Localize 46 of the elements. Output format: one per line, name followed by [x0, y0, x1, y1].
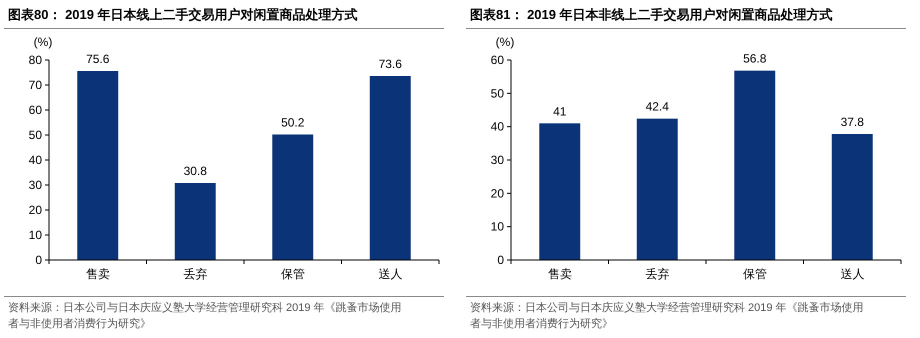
bar — [832, 134, 873, 260]
y-tick-label: 30 — [28, 178, 42, 192]
y-tick-label: 10 — [490, 220, 504, 234]
y-tick-label: 60 — [28, 103, 42, 117]
x-tick-label: 售卖 — [86, 267, 110, 281]
x-tick-label: 送人 — [378, 267, 402, 281]
y-tick-label: 40 — [28, 153, 42, 167]
text: 资料来源：日本公司与日本庆应义塾大学经营管理研究科 2019 年《跳蚤市场使用者与非使用者消费行为研究》 — [8, 300, 403, 332]
bar — [272, 134, 314, 260]
x-tick-label: 丢弃 — [645, 267, 670, 281]
bar — [636, 118, 678, 260]
bar — [734, 70, 776, 260]
y-tick-label: 10 — [28, 228, 42, 242]
y-tick-label: 0 — [497, 253, 504, 267]
x-tick-label: 保管 — [280, 267, 305, 281]
y-tick-label: 80 — [28, 53, 42, 67]
data-label: 73.6 — [378, 57, 402, 71]
bar — [539, 123, 580, 260]
x-tick-label: 售卖 — [548, 267, 572, 281]
y-axis-title: (%) — [34, 35, 52, 49]
x-tick-label: 丢弃 — [183, 267, 208, 281]
y-tick-label: 0 — [35, 253, 42, 267]
bar — [77, 71, 118, 260]
y-tick-label: 60 — [490, 53, 504, 67]
data-label: 75.6 — [86, 52, 110, 66]
data-label: 37.8 — [840, 115, 864, 129]
y-tick-label: 20 — [28, 203, 42, 217]
bar — [370, 76, 411, 260]
data-label: 50.2 — [281, 116, 305, 130]
y-axis-title: (%) — [496, 35, 514, 49]
y-tick-label: 40 — [490, 120, 504, 134]
chart-title: 图表80： 2019 年日本线上二手交易用户对闲置商品处理方式 — [8, 6, 358, 24]
data-label: 30.8 — [184, 164, 208, 178]
text: 资料来源：日本公司与日本庆应义塾大学经营管理研究科 2019 年《跳蚤市场使用者与非使用者消费行为研究》 — [470, 300, 865, 332]
y-tick-label: 30 — [490, 153, 504, 167]
y-tick-label: 20 — [490, 186, 504, 200]
bar — [174, 183, 216, 260]
chart-title: 图表81： 2019 年日本非线上二手交易用户对闲置商品处理方式 — [470, 6, 833, 24]
data-label: 42.4 — [646, 100, 670, 114]
x-tick-label: 保管 — [742, 267, 767, 281]
y-tick-label: 50 — [490, 86, 504, 100]
x-tick-label: 送人 — [840, 267, 864, 281]
y-tick-label: 50 — [28, 128, 42, 142]
data-label: 41 — [553, 104, 567, 118]
y-tick-label: 70 — [28, 78, 42, 92]
data-label: 56.8 — [743, 52, 767, 66]
